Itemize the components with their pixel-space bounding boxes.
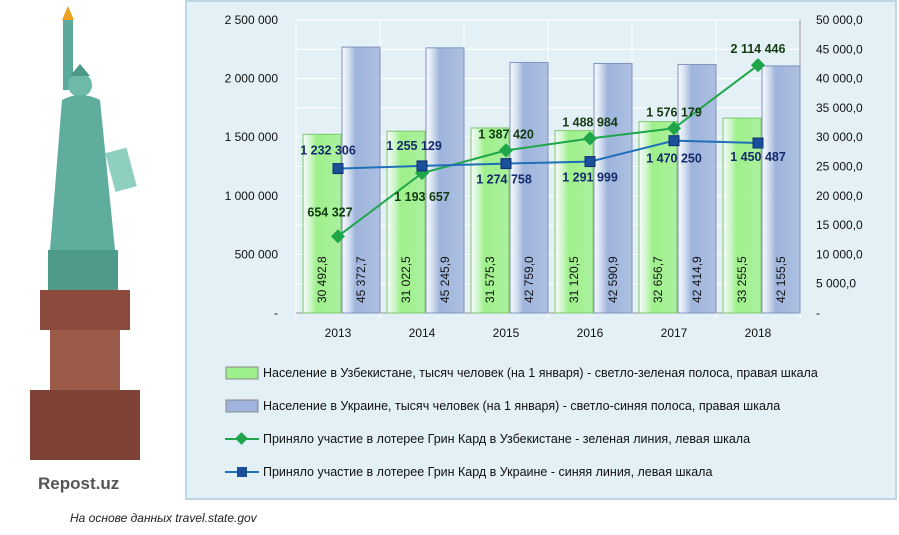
square-marker xyxy=(332,163,344,175)
chart: - 5 000,0 10 000,0 15 000,0 20 000,0 25 000,0… xyxy=(225,13,863,340)
diamond-marker xyxy=(666,121,682,136)
left-tick-label: 500 000 xyxy=(235,247,279,261)
diamond-marker xyxy=(750,58,766,73)
right-tick-label: 25 000,0 xyxy=(816,160,863,174)
legend-label: Приняло участие в лотерее Грин Кард в Уз… xyxy=(263,432,751,446)
line-value-label: 654 327 xyxy=(307,205,352,219)
square-marker xyxy=(584,156,596,168)
right-tick-label: 40 000,0 xyxy=(816,72,863,86)
bar-ukraine xyxy=(677,63,717,314)
line-value-label: 1 576 179 xyxy=(646,105,702,119)
left-tick-label: 1 500 000 xyxy=(225,130,279,144)
right-tick-label: 5 000,0 xyxy=(816,277,856,291)
square-marker xyxy=(668,135,680,147)
x-tick-label: 2014 xyxy=(409,326,436,340)
right-tick-label: 20 000,0 xyxy=(816,189,863,203)
line-value-label: 1 450 487 xyxy=(730,150,786,164)
square-marker xyxy=(416,160,428,172)
square-marker xyxy=(500,158,512,170)
right-tick-label: - xyxy=(816,306,820,320)
right-tick-label: 50 000,0 xyxy=(816,13,863,27)
legend-item: Население в Узбекистане, тысяч человек (… xyxy=(225,366,818,380)
legend-bar-swatch xyxy=(225,399,259,413)
legend-label: Население в Узбекистане, тысяч человек (… xyxy=(263,366,818,380)
line-series xyxy=(337,64,759,238)
legend-item: Население в Украине, тысяч человек (на 1… xyxy=(225,399,780,413)
legend-label: Население в Украине, тысяч человек (на 1… xyxy=(263,399,781,413)
right-tick-label: 45 000,0 xyxy=(816,42,863,56)
bar-value-label: 31 022,5 xyxy=(399,256,413,303)
bar-value-label: 45 245,9 xyxy=(438,256,452,303)
bar-value-label: 32 656,7 xyxy=(651,256,665,303)
right-tick-label: 10 000,0 xyxy=(816,247,863,261)
bar-value-label: 42 759,0 xyxy=(522,256,536,303)
diamond-marker xyxy=(498,143,514,158)
legend-bar-swatch xyxy=(225,366,259,380)
bar-value-label: 45 372,7 xyxy=(354,256,368,303)
x-tick-label: 2018 xyxy=(745,326,772,340)
line-value-label: 1 193 657 xyxy=(394,190,450,204)
left-tick-label: 2 000 000 xyxy=(225,72,279,86)
line-value-label: 1 232 306 xyxy=(300,144,356,158)
bar-value-label: 42 414,9 xyxy=(690,256,704,303)
x-tick-label: 2013 xyxy=(325,326,352,340)
line-value-label: 1 255 129 xyxy=(386,139,442,153)
legend-item: Приняло участие в лотерее Грин Кард в Уз… xyxy=(225,432,750,446)
x-tick-label: 2015 xyxy=(493,326,520,340)
line-value-label: 2 114 446 xyxy=(731,42,786,56)
diamond-marker xyxy=(330,229,346,244)
bar-uzbekistan xyxy=(638,121,678,314)
bar-value-label: 42 155,5 xyxy=(774,256,788,303)
line-value-label: 1 274 758 xyxy=(476,173,532,187)
bar-value-label: 33 255,5 xyxy=(735,256,749,303)
brand-label: Repost.uz xyxy=(38,474,120,493)
bar-ukraine xyxy=(509,61,549,314)
line-value-label: 1 488 984 xyxy=(562,115,618,129)
right-tick-label: 30 000,0 xyxy=(816,130,863,144)
bar-ukraine xyxy=(425,47,465,314)
line-value-label: 1 387 420 xyxy=(478,127,534,141)
diamond-marker xyxy=(582,131,598,146)
bar-ukraine xyxy=(341,46,381,314)
bar-value-label: 30 492,8 xyxy=(315,256,329,303)
bar-uzbekistan xyxy=(722,117,762,314)
right-tick-label: 15 000,0 xyxy=(816,218,863,232)
statue-of-liberty-illustration xyxy=(30,6,140,460)
legend-line-swatch xyxy=(225,467,259,477)
line-series xyxy=(337,139,759,170)
x-tick-label: 2017 xyxy=(661,326,688,340)
legend-item: Приняло участие в лотерее Грин Кард в Ук… xyxy=(225,465,712,479)
x-tick-label: 2016 xyxy=(577,326,604,340)
right-tick-label: 35 000,0 xyxy=(816,101,863,115)
line-value-label: 1 291 999 xyxy=(562,171,618,185)
line-value-label: 1 470 250 xyxy=(646,152,702,166)
left-tick-label: - xyxy=(274,306,278,320)
left-tick-label: 2 500 000 xyxy=(225,13,279,27)
left-tick-label: 1 000 000 xyxy=(225,189,279,203)
square-marker xyxy=(752,137,764,149)
source-note: На основе данных travel.state.gov xyxy=(70,511,257,525)
legend-label: Приняло участие в лотерее Грин Кард в Ук… xyxy=(263,465,713,479)
bar-ukraine xyxy=(761,65,801,314)
bar-value-label: 31 575,3 xyxy=(483,256,497,303)
legend-line-swatch xyxy=(225,432,259,445)
bar-value-label: 31 120,5 xyxy=(567,256,581,303)
bar-value-label: 42 590,9 xyxy=(606,256,620,303)
bar-ukraine xyxy=(593,62,633,314)
